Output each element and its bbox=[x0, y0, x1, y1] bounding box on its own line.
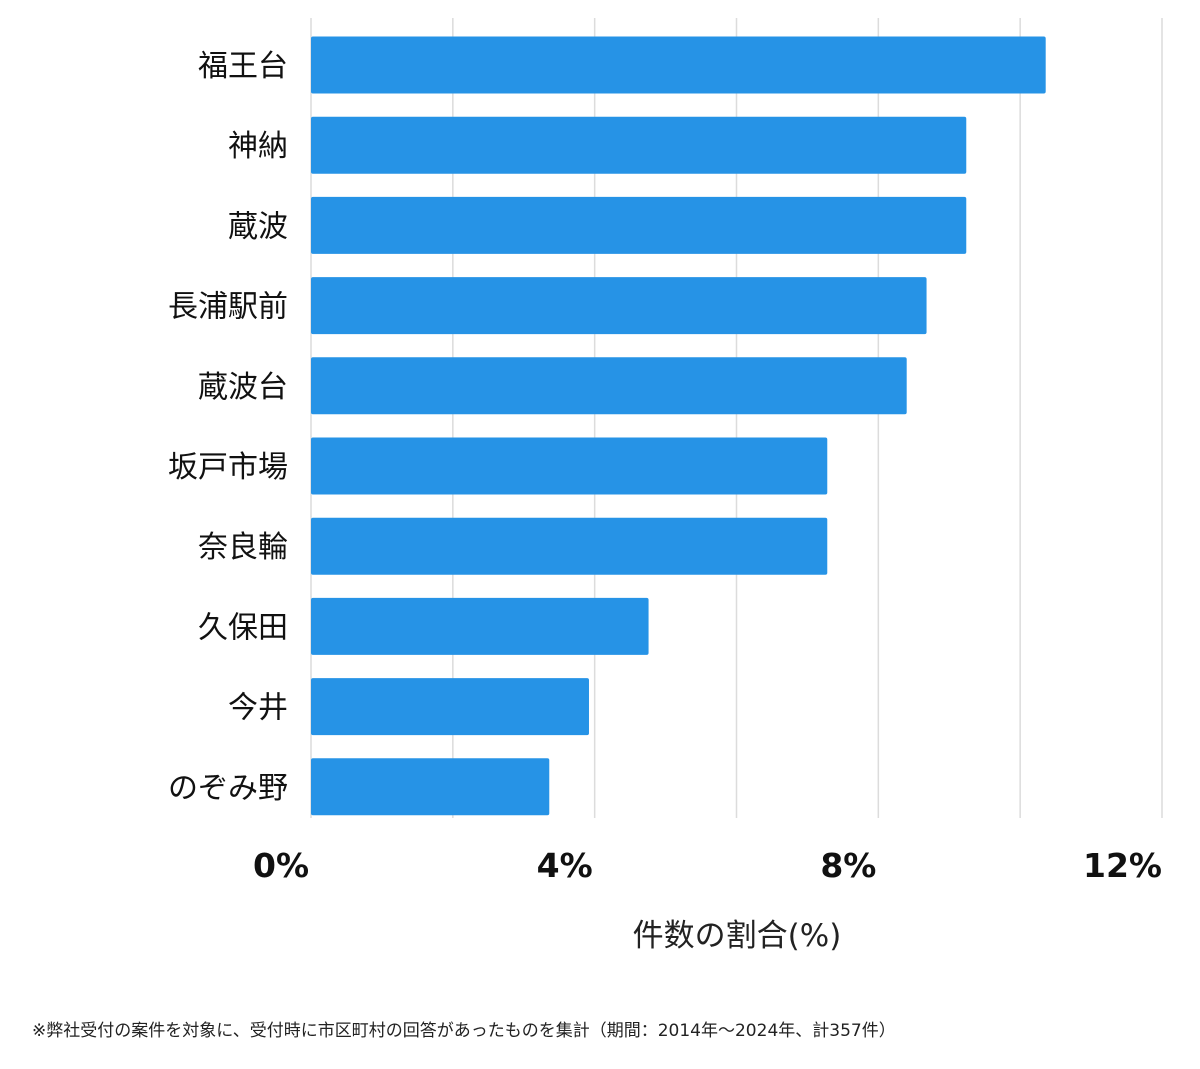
bar bbox=[311, 116, 967, 174]
bar bbox=[311, 597, 649, 655]
category-label: 蔵波 bbox=[228, 209, 288, 244]
bar bbox=[311, 437, 828, 495]
bar bbox=[311, 678, 589, 736]
bar bbox=[311, 357, 907, 415]
bar bbox=[311, 758, 550, 816]
category-label: 坂戸市場 bbox=[168, 450, 288, 485]
category-label: 長浦駅前 bbox=[168, 290, 288, 325]
category-label: 久保田 bbox=[198, 610, 288, 645]
bar bbox=[311, 517, 828, 575]
category-label: 今井 bbox=[228, 691, 288, 726]
category-label: 蔵波台 bbox=[198, 370, 288, 405]
x-tick-label: 12% bbox=[1083, 846, 1162, 885]
footnote: ※弊社受付の案件を対象に、受付時に市区町村の回答があったものを集計（期間：201… bbox=[32, 1021, 896, 1041]
bar bbox=[311, 277, 927, 335]
category-label: 神納 bbox=[228, 129, 288, 164]
x-tick-label: 8% bbox=[820, 846, 876, 885]
x-tick-label: 4% bbox=[537, 846, 593, 885]
x-axis-label: 件数の割合(%) bbox=[633, 918, 842, 954]
bar bbox=[311, 196, 967, 254]
category-label: 奈良輪 bbox=[198, 530, 288, 565]
x-tick-label: 0% bbox=[253, 846, 309, 885]
bar bbox=[311, 36, 1046, 94]
category-label: 福王台 bbox=[198, 49, 288, 84]
category-label: のぞみ野 bbox=[168, 771, 288, 806]
